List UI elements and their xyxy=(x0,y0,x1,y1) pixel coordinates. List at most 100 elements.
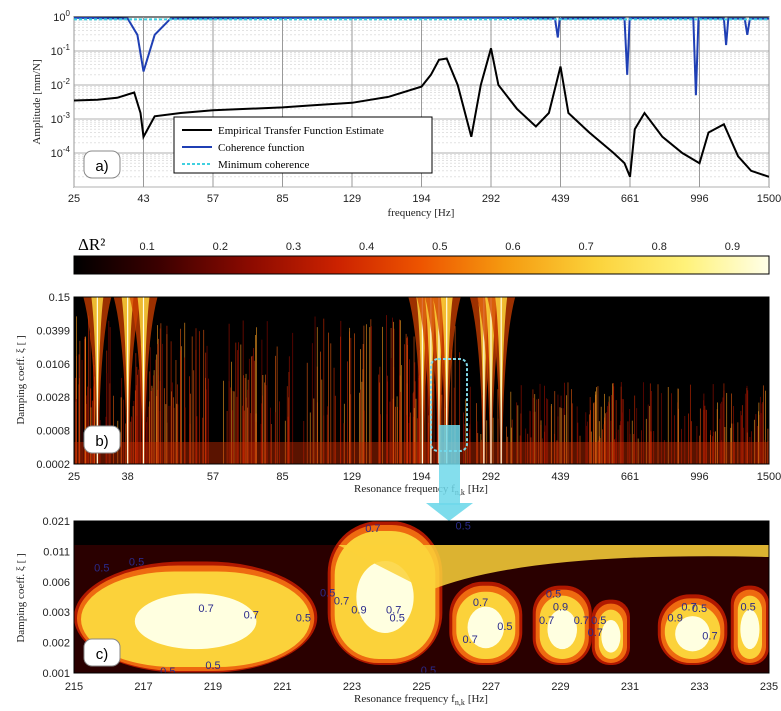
y-tick-label: 0.15 xyxy=(49,292,70,304)
x-tick-label: 292 xyxy=(482,193,500,205)
x-tick-label: 43 xyxy=(137,193,149,205)
contour-label: 0.7 xyxy=(702,630,717,642)
x-tick-label: 129 xyxy=(343,193,361,205)
contour-label: 0.5 xyxy=(205,660,220,672)
colorbar-tick-label: 0.7 xyxy=(578,241,593,253)
panel-a-series xyxy=(74,17,769,178)
contour-label: 0.7 xyxy=(588,627,603,639)
colorbar-tick-label: 0.4 xyxy=(359,241,374,253)
panel-a: 25 43 57 85 129 194 292 439 661 996 1500 10010-110… xyxy=(31,9,781,219)
panel-b-frame xyxy=(73,296,770,465)
x-tick-label: 25 xyxy=(68,193,80,205)
contour-label: 0.5 xyxy=(456,521,471,533)
colorbar-tick-label: 0.5 xyxy=(432,241,447,253)
panel-c-label-box xyxy=(83,638,121,667)
legend-box xyxy=(173,116,433,174)
y-tick-label: 100 xyxy=(53,9,70,24)
fit-region-223-peak xyxy=(356,561,414,634)
panel-a-label: a) xyxy=(95,158,108,175)
y-tick-label: 0.0008 xyxy=(36,426,70,438)
panel-a-y-label: Amplitude [mm/N] xyxy=(31,59,43,144)
contour-label: 0.5 xyxy=(741,602,756,614)
panel-c-label: c) xyxy=(96,646,109,663)
panel-c-heatmap xyxy=(74,521,769,673)
colorbar-title: ΔR² xyxy=(78,235,105,254)
x-tick-label: 661 xyxy=(621,471,639,483)
panel-c-frame xyxy=(73,520,770,674)
x-tick-label: 223 xyxy=(343,681,361,693)
x-tick-label: 85 xyxy=(276,471,288,483)
contour-label: 0.7 xyxy=(386,604,401,616)
colorbar: ΔR² 0.1 0.2 0.3 0.4 0.5 0.6 0.7 0.8 0.9 xyxy=(73,235,770,275)
x-tick-label: 231 xyxy=(621,681,639,693)
contour-label: 0.5 xyxy=(497,621,512,633)
contour-label: 0.5 xyxy=(390,612,405,624)
legend-label-min-coherence: Minimum coherence xyxy=(218,159,309,171)
etfe-line xyxy=(74,48,769,178)
contour-label: 0.5 xyxy=(296,612,311,624)
zoom-arrow-head xyxy=(426,503,473,521)
x-tick-label: 229 xyxy=(551,681,569,693)
x-tick-label: 219 xyxy=(204,681,222,693)
contour-label: 0.5 xyxy=(94,562,109,574)
panel-b: 25 38 57 85 129 194 292 439 661 996 1500 0.15 0.039… xyxy=(15,292,781,497)
zoom-arrow xyxy=(426,425,473,521)
fit-region-left-peak xyxy=(134,593,257,650)
contour-label: 0.9 xyxy=(668,612,683,624)
panel-a-x-ticks: 25 43 57 85 129 194 292 439 661 996 1500 xyxy=(68,193,781,205)
x-tick-label: 25 xyxy=(68,471,80,483)
y-tick-label: 0.0399 xyxy=(36,325,70,337)
colorbar-ticks: 0.1 0.2 0.3 0.4 0.5 0.6 0.7 0.8 0.9 xyxy=(140,241,741,253)
colorbar-tick-label: 0.2 xyxy=(213,241,228,253)
contour-label: 0.9 xyxy=(351,604,366,616)
contour-label: 0.5 xyxy=(421,665,436,677)
panel-b-label-box xyxy=(83,425,121,454)
y-tick-label: 0.011 xyxy=(43,546,70,558)
x-tick-label: 85 xyxy=(276,193,288,205)
legend-label-etfe: Empirical Transfer Function Estimate xyxy=(218,125,384,137)
x-tick-label: 38 xyxy=(122,471,134,483)
colorbar-bar xyxy=(73,255,770,275)
x-tick-label: 194 xyxy=(412,471,430,483)
fit-region-234-peak xyxy=(740,609,760,650)
y-tick-label: 10-4 xyxy=(51,145,71,160)
contour-label: 0.7 xyxy=(463,634,478,646)
x-tick-label: 1500 xyxy=(757,471,781,483)
panel-a-legend: Empirical Transfer Function Estimate Coh… xyxy=(173,116,433,174)
contour-label: 0.9 xyxy=(553,602,568,614)
x-tick-label: 292 xyxy=(482,471,500,483)
y-tick-label: 10-1 xyxy=(51,43,71,58)
contour-label: 0.7 xyxy=(574,615,589,627)
fit-region-229-peak xyxy=(547,609,578,650)
x-tick-label: 57 xyxy=(207,193,219,205)
x-tick-label: 221 xyxy=(273,681,291,693)
zoom-arrow-shaft xyxy=(439,425,460,505)
contour-label: 0.5 xyxy=(160,666,175,678)
colorbar-tick-label: 0.6 xyxy=(505,241,520,253)
contour-label: 0.7 xyxy=(681,602,696,614)
y-tick-label: 0.0028 xyxy=(36,392,70,404)
y-tick-label: 10-3 xyxy=(51,111,71,126)
contour-label: 0.7 xyxy=(365,523,380,535)
panel-b-y-ticks: 0.15 0.0399 0.0106 0.0028 0.0008 0.0002 xyxy=(36,292,70,471)
panel-c: 0.5 0.50.7 0.50.70.7 0.50.50.70.9 0.70.50.70… xyxy=(15,516,778,707)
y-tick-label: 0.0002 xyxy=(36,459,70,471)
x-tick-label: 996 xyxy=(690,193,708,205)
contour-label: 0.7 xyxy=(539,615,554,627)
contour-label: 0.5 xyxy=(591,615,606,627)
panel-c-y-ticks: 0.021 0.011 0.006 0.003 0.002 0.001 xyxy=(42,516,70,680)
x-tick-label: 57 xyxy=(207,471,219,483)
fit-region-230-peak xyxy=(601,619,621,653)
x-tick-label: 217 xyxy=(134,681,152,693)
panel-b-x-label: Resonance frequency fn,k[Hz] xyxy=(354,483,488,497)
colorbar-tick-label: 0.9 xyxy=(725,241,740,253)
top-wedge xyxy=(338,545,769,591)
colorbar-tick-label: 0.3 xyxy=(286,241,301,253)
x-tick-label: 129 xyxy=(343,471,361,483)
x-tick-label: 996 xyxy=(690,471,708,483)
x-tick-label: 661 xyxy=(621,193,639,205)
contour-label: 0.5 xyxy=(320,588,335,600)
fit-region-227-peak xyxy=(467,606,505,649)
x-tick-label: 233 xyxy=(690,681,708,693)
